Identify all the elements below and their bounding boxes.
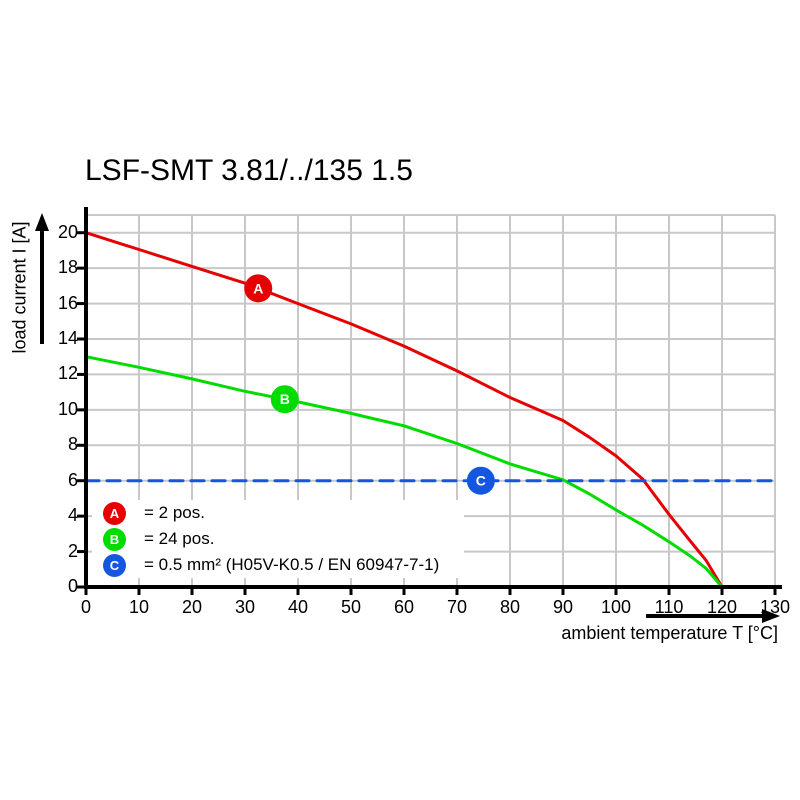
x-tick-label-120: 120 [706, 597, 738, 617]
x-tick-label-60: 60 [393, 597, 415, 617]
legend-label-C: = 0.5 mm² (H05V-K0.5 / EN 60947-7-1) [144, 555, 440, 574]
chart-legend: A = 2 pos. B = 24 pos. C = 0.5 mm² (H05V-K0.5… [92, 500, 464, 578]
legend-label-B: = 24 pos. [144, 529, 215, 548]
legend-row-B: B = 24 pos. [92, 527, 464, 551]
legend-marker-A-icon: A [103, 501, 126, 525]
y-tick-label-20: 20 [57, 221, 78, 242]
y-tick-label-4: 4 [67, 505, 78, 526]
y-tick-label-2: 2 [67, 540, 78, 561]
x-tick-label-20: 20 [181, 597, 203, 617]
marker-A-circle [244, 274, 273, 303]
x-tick-label-40: 40 [287, 597, 309, 617]
marker-B-letter: B [280, 391, 290, 407]
y-tick-label-14: 14 [57, 328, 78, 348]
curve-B [84, 355, 724, 589]
x-tick-label-10: 10 [128, 597, 150, 617]
legend-marker-B-icon: B [103, 527, 126, 551]
x-tick-label-0: 0 [80, 597, 91, 617]
legend-marker-C-icon: C [103, 553, 126, 577]
y-tick-label-0: 0 [67, 576, 78, 596]
y-tick-label-10: 10 [57, 398, 78, 419]
x-tick-label-70: 70 [446, 597, 468, 617]
x-axis-label: ambient temperature T [°C] [561, 623, 778, 643]
legend-row-C: C = 0.5 mm² (H05V-K0.5 / EN 60947-7-1) [92, 553, 464, 577]
legend-row-A: A = 2 pos. [92, 501, 464, 525]
marker-C-letter: C [476, 473, 486, 489]
y-tick-label-18: 18 [57, 257, 78, 278]
x-tick-label-30: 30 [234, 597, 256, 617]
y-tick-label-6: 6 [67, 469, 78, 490]
curve-A [84, 231, 724, 589]
x-axis-arrow-head [762, 609, 780, 623]
y-tick-label-16: 16 [57, 292, 78, 313]
x-tick-label-130: 130 [759, 597, 791, 617]
marker-C-circle [466, 466, 495, 495]
x-tick-label-50: 50 [340, 597, 362, 617]
x-tick-label-80: 80 [499, 597, 521, 617]
y-tick-label-8: 8 [67, 434, 78, 455]
x-tick-label-100: 100 [600, 597, 632, 617]
y-axis-arrow-head [35, 213, 49, 231]
y-axis-label: load current I [A] [9, 221, 30, 354]
y-tick-label-12: 12 [57, 363, 78, 384]
marker-A-letter: A [253, 280, 263, 296]
legend-label-A: = 2 pos. [144, 503, 205, 522]
marker-B-circle [270, 385, 299, 414]
page-title: LSF-SMT 3.81/../135 1.5 [85, 154, 413, 187]
x-tick-label-110: 110 [654, 597, 684, 617]
x-tick-label-90: 90 [552, 597, 574, 617]
